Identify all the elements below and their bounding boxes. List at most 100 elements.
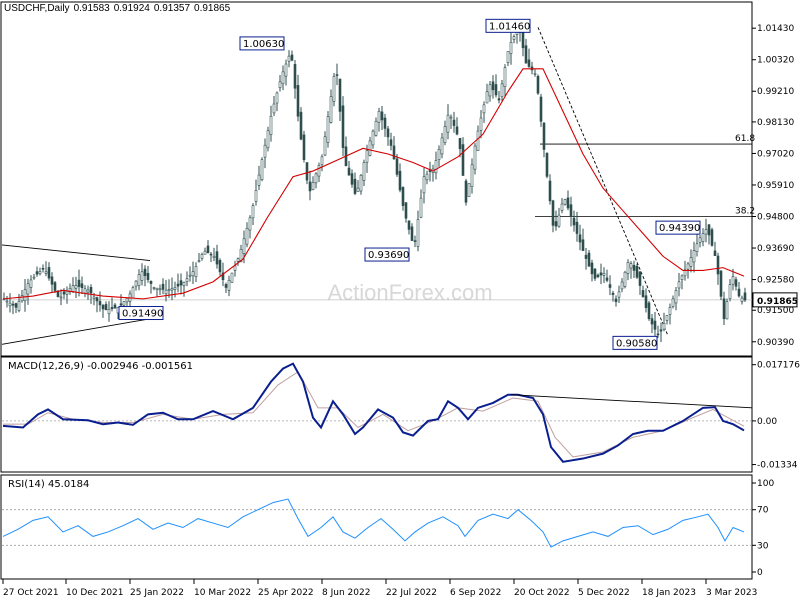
candle-body: [614, 298, 618, 303]
candle-body: [299, 111, 303, 140]
current-price-label: 0.91865: [757, 297, 798, 307]
x-tick-label: 25 Apr 2022: [258, 588, 314, 598]
candle-body: [713, 250, 717, 256]
candle-body: [230, 272, 234, 283]
candle-body: [731, 276, 735, 285]
candle-body: [497, 98, 501, 101]
candle-body: [452, 119, 456, 126]
x-tick-label: 10 Dec 2021: [66, 588, 124, 598]
candle-body: [512, 36, 516, 40]
candle-body: [569, 204, 573, 217]
candle-body: [23, 289, 27, 302]
candle-body: [353, 178, 357, 194]
candle-body: [674, 290, 678, 304]
candle-body: [242, 238, 246, 254]
candle-body: [119, 303, 123, 306]
candle-body: [287, 55, 291, 62]
x-tick-label: 25 Jan 2022: [130, 588, 184, 598]
candle-body: [581, 239, 585, 251]
candle-body: [122, 301, 126, 306]
candle-body: [608, 284, 612, 288]
rsi-panel-frame: [0, 474, 753, 580]
candle-body: [716, 255, 720, 275]
current-price-box: [752, 292, 798, 308]
rsi-y-label: 0: [757, 568, 763, 578]
candle-body: [422, 176, 426, 194]
price-y-label: 0.97020: [757, 149, 794, 159]
macd-y-label: 0.00: [757, 417, 777, 427]
candle-body: [38, 271, 42, 275]
candle-body: [323, 136, 327, 156]
candle-body: [590, 262, 594, 275]
candle-body: [113, 304, 117, 309]
candle-body: [272, 103, 276, 114]
candle-body: [389, 139, 393, 146]
price-y-label: 0.90390: [757, 338, 794, 348]
swing-label: 1.00630: [243, 39, 284, 50]
candle-body: [425, 173, 429, 181]
candle-body: [11, 303, 15, 306]
price-panel-frame: [0, 1, 753, 357]
watermark: ActionForex.com: [327, 280, 492, 305]
swing-label-box: [655, 220, 701, 235]
macd-title: MACD(12,26,9) -0.002946 -0.001561: [8, 361, 193, 372]
candle-body: [173, 287, 177, 290]
candle-body: [221, 272, 225, 281]
candle-body: [413, 240, 417, 242]
candle-body: [536, 75, 540, 94]
candle-body: [455, 126, 459, 135]
candle-body: [482, 104, 486, 114]
candle-body: [449, 116, 453, 119]
candle-body: [635, 265, 639, 278]
candle-body: [485, 91, 489, 104]
candle-body: [668, 307, 672, 315]
candle-body: [407, 220, 411, 230]
candle-body: [365, 150, 369, 163]
candle-body: [722, 298, 726, 320]
candle-body: [446, 114, 450, 133]
price-y-label: 0.94800: [757, 213, 794, 223]
candle-body: [59, 296, 63, 299]
price-y-label: 1.00320: [757, 56, 794, 66]
swing-label-box: [239, 36, 285, 51]
candle-body: [257, 174, 261, 186]
candle-body: [41, 268, 45, 270]
candle-body: [644, 295, 648, 308]
candle-body: [98, 301, 102, 306]
candle-body: [419, 197, 423, 218]
candle-body: [17, 301, 21, 311]
candle-body: [278, 81, 282, 89]
candle-body: [701, 233, 705, 242]
candle-body: [710, 229, 714, 246]
candle-body: [470, 164, 474, 187]
candle-body: [554, 221, 558, 227]
swing-label-box: [118, 306, 164, 321]
price-y-label: 0.99210: [757, 87, 794, 97]
candle-body: [641, 290, 645, 297]
candle-body: [434, 160, 438, 174]
candle-body: [479, 117, 483, 131]
candle-body: [617, 291, 621, 298]
candle-body: [533, 73, 537, 75]
candle-body: [161, 283, 165, 290]
candle-body: [659, 329, 663, 332]
candle-body: [500, 83, 504, 97]
candle-body: [248, 217, 252, 231]
candle-body: [371, 130, 375, 146]
candle-body: [164, 289, 168, 295]
candle-body: [8, 302, 12, 307]
candle-body: [602, 273, 606, 276]
candle-body: [572, 217, 576, 226]
candle-body: [647, 302, 651, 320]
rsi-title: RSI(14) 45.0184: [8, 479, 89, 490]
candle-body: [542, 122, 546, 150]
candle-body: [179, 280, 183, 286]
candle-body: [146, 272, 150, 280]
candle-body: [131, 287, 135, 299]
candle-body: [488, 84, 492, 97]
candle-body: [362, 162, 366, 181]
candle-body: [170, 288, 174, 291]
candle-body: [527, 59, 531, 67]
candle-body: [140, 271, 144, 281]
candle-body: [653, 320, 657, 330]
